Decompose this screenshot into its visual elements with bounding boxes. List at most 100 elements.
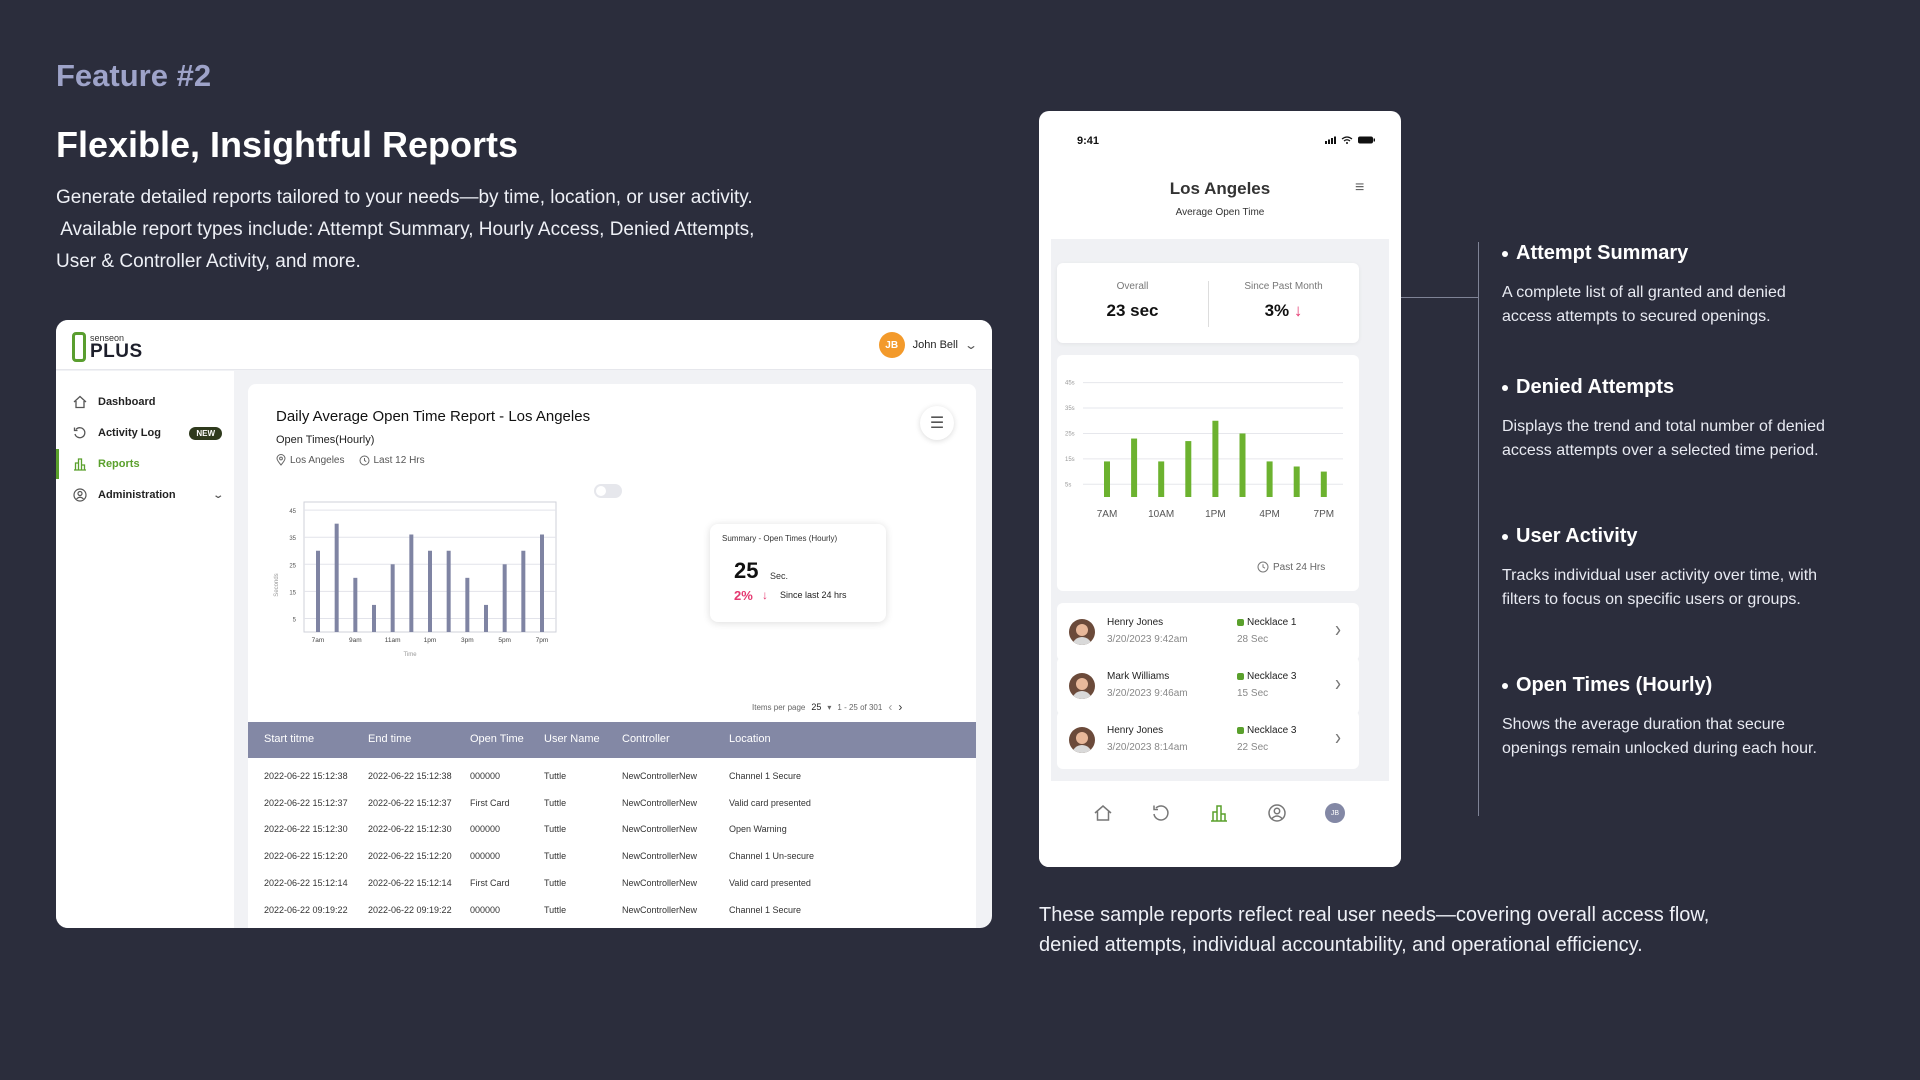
top-bar: senseon PLUS JB John Bell ⌄	[56, 320, 992, 370]
y-tick-label: 15s	[1065, 457, 1075, 463]
items-per-page-label: Items per page	[752, 702, 806, 712]
table-cell: 000000	[470, 824, 501, 835]
phone-chart-card: 5s 15s 25s 35s 45s 7AM 10AM 1PM 4PM 7PM Past 24 H…	[1057, 355, 1359, 591]
chevron-right-icon[interactable]: ›	[1335, 669, 1341, 696]
location-filter[interactable]: Los Angeles	[276, 454, 345, 466]
feature-description: Displays the trend and total number of d…	[1502, 415, 1902, 463]
caret-down-icon[interactable]: ▾	[827, 702, 832, 712]
sidebar-item-dashboard[interactable]: Dashboard	[56, 387, 234, 417]
chart-bar	[390, 564, 395, 632]
chart-bar	[465, 577, 470, 632]
y-tick-label: 35s	[1065, 406, 1075, 412]
item-datetime: 3/20/2023 8:14am	[1107, 742, 1188, 753]
page-range: 1 - 25 of 301	[837, 702, 883, 712]
sidebar-item-label: Activity Log	[98, 427, 161, 439]
chart-bar	[316, 550, 320, 632]
chart-bar	[1185, 441, 1192, 497]
items-per-page-select[interactable]: 25	[811, 702, 822, 712]
item-name: Mark Williams	[1107, 671, 1170, 682]
table-row[interactable]: 2022-06-22 15:12:37 2022-06-22 15:12:37 Fi…	[248, 793, 976, 815]
chart-bar	[1104, 461, 1110, 497]
column-header[interactable]: User Name	[544, 733, 600, 745]
column-header[interactable]: Controller	[622, 733, 670, 745]
chart-bar	[484, 604, 488, 632]
x-tick-label: 10AM	[1148, 509, 1174, 520]
sidebar-item-label: Administration	[98, 489, 176, 501]
x-tick-label: 7pm	[536, 637, 549, 644]
chevron-right-icon[interactable]: ›	[1335, 615, 1341, 642]
x-tick-label: 7am	[312, 637, 325, 644]
column-header[interactable]: Start titme	[264, 733, 315, 745]
y-tick-label: 45s	[1065, 381, 1075, 387]
column-header[interactable]: End time	[368, 733, 412, 745]
column-header[interactable]: Location	[729, 733, 771, 745]
view-toggle[interactable]	[594, 484, 622, 498]
feature-desc-line: Shows the average duration that secure	[1502, 716, 1785, 733]
nav-history-icon[interactable]	[1149, 801, 1173, 825]
feature-attempt-summary: Attempt Summary A complete list of all g…	[1502, 242, 1902, 329]
list-item[interactable]: Henry Jones 3/20/2023 9:42am Necklace 1 …	[1057, 603, 1359, 661]
x-tick-label: 9am	[349, 637, 362, 644]
summary-card: Summary - Open Times (Hourly) 25 Sec. 2%…	[710, 524, 886, 622]
menu-icon[interactable]: ≡	[1355, 179, 1365, 196]
table-row[interactable]: 2022-06-22 15:12:20 2022-06-22 15:12:20 00…	[248, 846, 976, 868]
table-row[interactable]: 2022-06-22 15:12:30 2022-06-22 15:12:30 00…	[248, 819, 976, 841]
sidebar-item-administration[interactable]: Administration ⌄	[56, 480, 234, 510]
intro-line: Generate detailed reports tailored to yo…	[56, 187, 753, 208]
time-range-filter[interactable]: Last 12 Hrs	[359, 455, 425, 466]
stat-value: 3%	[1264, 301, 1290, 320]
x-tick-label: 7AM	[1097, 509, 1118, 520]
table-cell: Tuttle	[544, 904, 567, 915]
logo-small-text: senseon	[90, 333, 125, 343]
senseon-plus-logo[interactable]: senseon PLUS	[72, 332, 146, 362]
table-row[interactable]: 2022-06-22 15:12:38 2022-06-22 15:12:38 00…	[248, 766, 976, 788]
table-row[interactable]: 2022-06-22 15:12:14 2022-06-22 15:12:14 Fi…	[248, 873, 976, 895]
stat-divider	[1208, 281, 1209, 327]
user-menu[interactable]: JB John Bell ⌄	[878, 332, 979, 358]
nav-user-circle-icon[interactable]	[1265, 801, 1289, 825]
table-cell: Channel 1 Secure	[729, 771, 802, 781]
x-tick-label: 11am	[385, 637, 401, 644]
nav-bar-chart-icon[interactable]	[1207, 801, 1231, 825]
table-cell: 2022-06-22 15:12:20	[264, 851, 348, 862]
feature-desc-line: Tracks individual user activity over tim…	[1502, 567, 1818, 584]
feature-desc-line: access attempts over a selected time per…	[1502, 442, 1819, 459]
table-cell: 2022-06-22 15:12:38	[264, 771, 348, 781]
chevron-down-icon: ⌄	[963, 338, 979, 352]
nav-avatar[interactable]: JB	[1323, 801, 1347, 825]
x-tick-label: 3pm	[461, 637, 474, 644]
chevron-right-icon[interactable]: ›	[1335, 723, 1341, 750]
feature-desc-line: access attempts to secured openings.	[1502, 308, 1771, 325]
prev-page-icon[interactable]: ‹	[888, 700, 893, 714]
sidebar: Dashboard Activity Log NEW Reports Admin…	[56, 371, 234, 928]
status-dot	[1237, 673, 1244, 680]
feature-denied-attempts: Denied Attempts Displays the trend and t…	[1502, 376, 1902, 463]
table-row[interactable]: 2022-06-22 09:19:22 2022-06-22 09:19:22 00…	[248, 900, 976, 922]
chart-bar	[1158, 461, 1165, 497]
list-item[interactable]: Henry Jones 3/20/2023 8:14am Necklace 3 …	[1057, 711, 1359, 769]
chart-bar	[353, 577, 358, 632]
table-cell: Tuttle	[544, 797, 567, 808]
clock-icon	[1257, 561, 1269, 573]
sidebar-item-reports[interactable]: Reports	[56, 449, 234, 479]
hamburger-menu-button[interactable]: ☰	[920, 406, 954, 440]
feature-desc-line: filters to focus on specific users or gr…	[1502, 591, 1801, 608]
table-cell: Tuttle	[544, 771, 567, 781]
next-page-icon[interactable]: ›	[898, 700, 903, 714]
sidebar-item-activity-log[interactable]: Activity Log NEW	[56, 418, 234, 448]
sidebar-item-label: Reports	[98, 458, 140, 470]
desktop-bar-chart: 5 15 25 35 45 7am 9am 11am 1pm 3pm 5pm 7pm Time Secon…	[274, 501, 557, 658]
chart-bar	[1266, 461, 1273, 497]
arrow-down-icon: ↓	[1293, 301, 1303, 320]
nav-home-icon[interactable]	[1091, 801, 1115, 825]
column-header[interactable]: Open Time	[470, 733, 524, 745]
y-tick-label: 35	[289, 536, 296, 542]
feature-description: Shows the average duration that secure o…	[1502, 713, 1902, 761]
chart-bar	[372, 604, 376, 632]
item-datetime: 3/20/2023 9:42am	[1107, 634, 1188, 645]
stat-value-with-arrow: 3% ↓	[1208, 301, 1359, 321]
location-pin-icon	[276, 454, 286, 466]
list-item[interactable]: Mark Williams 3/20/2023 9:46am Necklace …	[1057, 657, 1359, 715]
item-device: Necklace 3	[1247, 671, 1297, 682]
x-tick-label: 1pm	[424, 637, 437, 644]
